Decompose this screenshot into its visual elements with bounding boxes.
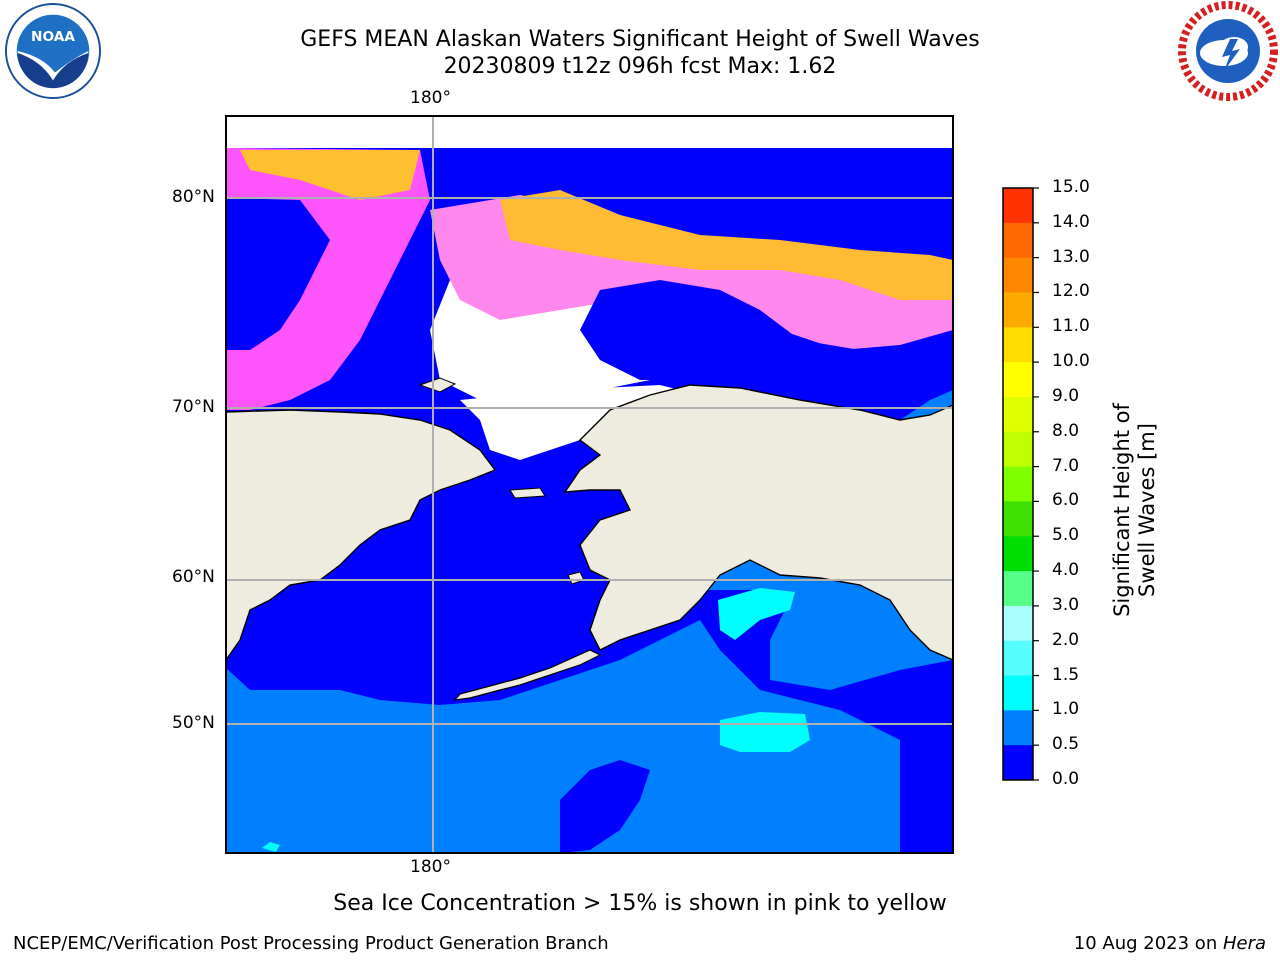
sea-ice-note: Sea Ice Concentration > 15% is shown in … xyxy=(333,891,947,916)
colorbar-band xyxy=(1003,710,1033,746)
colorbar-tick-label: 5.0 xyxy=(1052,525,1080,546)
colorbar-band xyxy=(1003,571,1033,607)
chart-subtitle: 20230809 t12z 096h fcst Max: 1.62 xyxy=(443,54,837,79)
colorbar-tick-label: 8.0 xyxy=(1052,420,1080,441)
colorbar-band xyxy=(1003,640,1033,677)
colorbar-tick-label: 14.0 xyxy=(1052,211,1090,232)
sea-ice-yellow-north xyxy=(500,190,953,300)
footer-machine: Hera xyxy=(1222,933,1266,954)
colorbar-band xyxy=(1003,675,1033,711)
colorbar-tick-label: 0.5 xyxy=(1052,734,1080,755)
colorbar-band xyxy=(1003,396,1033,433)
colorbar-tick-label: 13.0 xyxy=(1052,246,1090,267)
colorbar-title: Significant Height of Swell Waves [m] xyxy=(1110,403,1159,617)
colorbar-tick-label: 0.0 xyxy=(1052,769,1080,789)
lat-label-50: 50°N xyxy=(172,713,215,733)
lon-label-bottom: 180° xyxy=(410,857,451,877)
land-russia xyxy=(226,409,497,662)
cyan-patch-central xyxy=(720,712,810,752)
cyan-patch-gulf xyxy=(718,588,795,640)
colorbar-tick-label: 7.0 xyxy=(1052,455,1080,476)
chart-title: GEFS MEAN Alaskan Waters Significant Hei… xyxy=(300,27,980,52)
map-frame xyxy=(225,115,954,854)
colorbar-band xyxy=(1003,257,1033,293)
footer-left: NCEP/EMC/Verification Post Processing Pr… xyxy=(13,933,609,954)
colorbar-band xyxy=(1003,501,1033,537)
arctic-no-data xyxy=(226,116,953,148)
colorbar-band xyxy=(1003,466,1033,502)
ice-free-blue-north xyxy=(226,198,330,350)
graticule xyxy=(226,116,953,853)
colorbar-tick-label: 15.0 xyxy=(1052,177,1090,197)
footer-date: 10 Aug 2023 on xyxy=(1073,933,1223,954)
land-aleutians xyxy=(453,649,602,701)
land-st-lawrence xyxy=(509,487,546,499)
colorbar-band xyxy=(1003,222,1033,259)
land-alaska xyxy=(563,384,953,661)
colorbar xyxy=(1003,187,1039,781)
colorbar-band xyxy=(1003,431,1033,468)
colorbar-tick-label: 9.0 xyxy=(1052,385,1080,406)
colorbar-tick-label: 3.0 xyxy=(1052,594,1080,615)
colorbar-band xyxy=(1003,292,1033,328)
colorbar-frame xyxy=(1002,187,1034,781)
nws-logo xyxy=(1178,1,1278,101)
footer-right: 10 Aug 2023 on Hera xyxy=(1074,933,1266,954)
cyan-patch-south xyxy=(262,842,280,852)
colorbar-tick-label: 6.0 xyxy=(1052,490,1080,511)
ocean-low-south-patch xyxy=(560,760,650,853)
lat-label-80: 80°N xyxy=(172,187,215,207)
colorbar-band xyxy=(1003,188,1033,224)
colorbar-tick-label: 4.0 xyxy=(1052,560,1080,581)
colorbar-band xyxy=(1003,327,1033,363)
noaa-logo-text: NOAA xyxy=(31,29,75,45)
colorbar-tick-label: 1.0 xyxy=(1052,699,1080,720)
colorbar-band xyxy=(1003,745,1033,781)
sea-ice-yellow-west xyxy=(240,150,420,200)
lat-label-60: 60°N xyxy=(172,567,215,587)
colorbar-tick-label: 12.0 xyxy=(1052,281,1090,302)
ice-free-blue-east xyxy=(580,280,953,400)
colorbar-band xyxy=(1003,605,1033,642)
colorbar-band xyxy=(1003,536,1033,572)
colorbar-tick-label: 11.0 xyxy=(1052,316,1090,337)
map-panel xyxy=(226,116,953,853)
lon-label-top: 180° xyxy=(410,88,451,108)
colorbar-tick-label: 10.0 xyxy=(1052,351,1090,372)
colorbar-tick-label: 2.0 xyxy=(1052,629,1080,650)
colorbar-tick-label: 1.5 xyxy=(1052,664,1080,685)
colorbar-band xyxy=(1003,362,1033,398)
lat-label-70: 70°N xyxy=(172,397,215,417)
noaa-logo: NOAA xyxy=(4,2,102,100)
